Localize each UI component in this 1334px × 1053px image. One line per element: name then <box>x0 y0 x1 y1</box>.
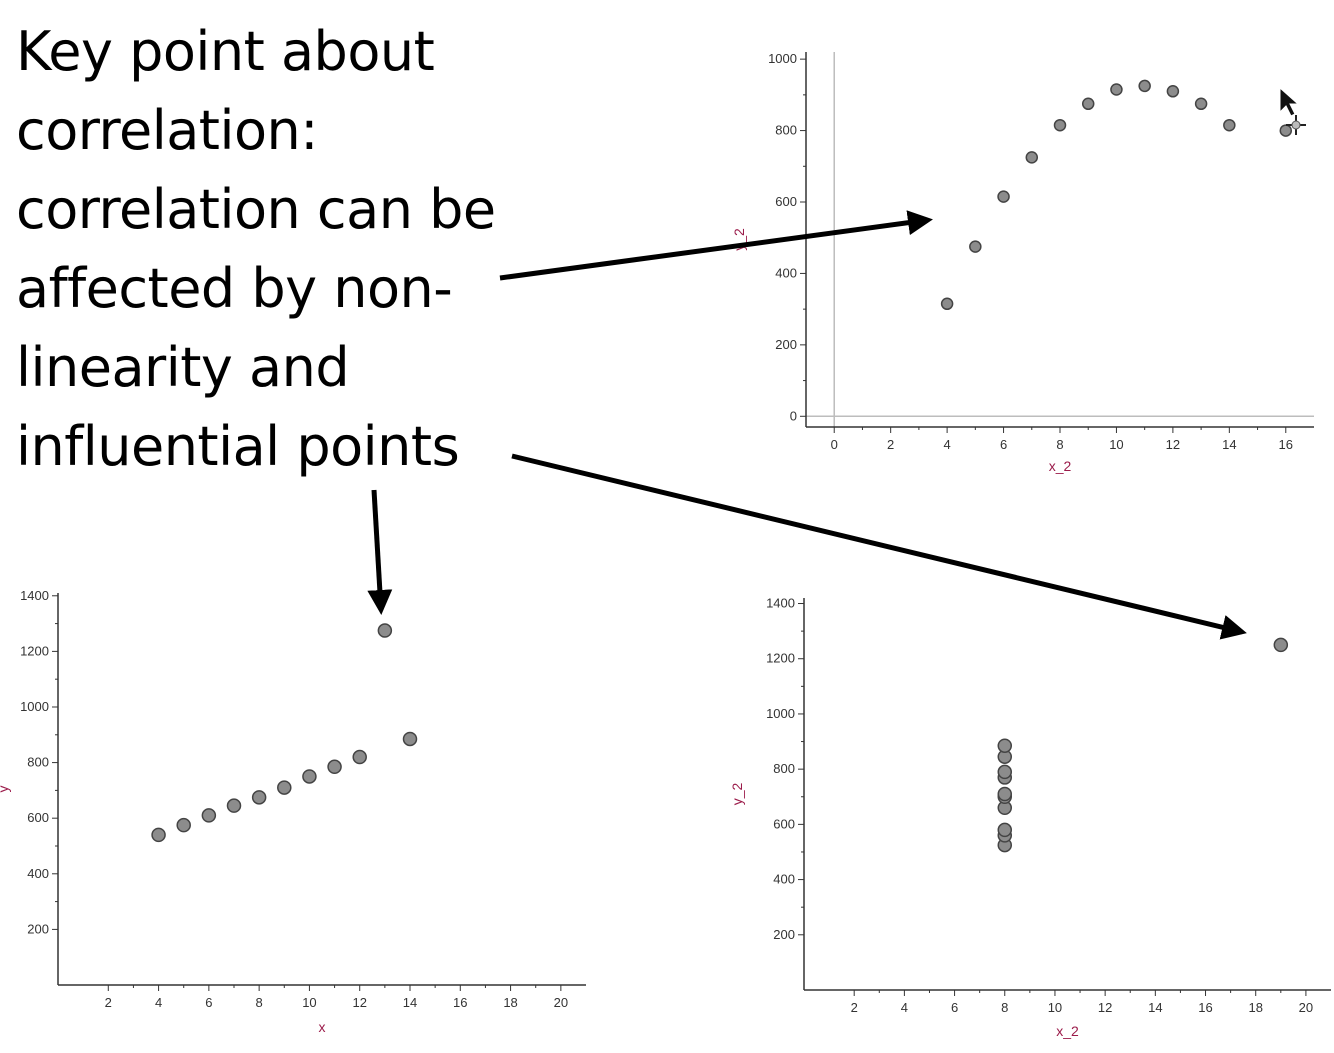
x-tick-label: 4 <box>155 995 162 1010</box>
data-point <box>1138 79 1151 93</box>
x-tick-label: 16 <box>453 995 467 1010</box>
x-tick-label: 14 <box>403 995 417 1010</box>
x-tick-label: 6 <box>205 995 212 1010</box>
arrow-to-influential-point <box>511 453 1247 640</box>
scatter-influential-point-chart: 2 4 6 8 10 12 14 16 18 20 200 400 600 800 1000 1200 1400… <box>729 596 1331 1039</box>
y-tick-label: 1400 <box>20 588 49 603</box>
y-tick-label: 1000 <box>768 51 797 66</box>
annotation-arrows <box>367 210 1247 640</box>
data-point <box>1273 637 1289 653</box>
x-tick-label: 12 <box>1166 437 1180 452</box>
y-tick-label: 1400 <box>766 596 795 611</box>
data-point <box>377 623 393 638</box>
data-point <box>402 731 418 747</box>
y-tick-label: 1000 <box>20 699 49 714</box>
y-axis-label: y_2 <box>729 783 745 806</box>
y-tick-label: 600 <box>773 816 795 831</box>
y-tick-label: 400 <box>773 872 795 887</box>
y-tick-label: 1000 <box>766 706 795 721</box>
headline-line: linearity and <box>16 336 350 399</box>
headline-line: Key point about <box>16 20 435 83</box>
x-tick-label: 16 <box>1279 437 1293 452</box>
data-point <box>226 798 242 813</box>
y-tick-label: 600 <box>27 810 49 825</box>
x-tick-label: 12 <box>352 995 366 1010</box>
x-tick-label: 12 <box>1098 1000 1112 1015</box>
y-tick-label: 800 <box>773 761 795 776</box>
x-tick-label: 4 <box>901 1000 908 1015</box>
data-point <box>969 240 982 253</box>
y-tick-label: 200 <box>27 921 49 936</box>
data-point <box>302 769 317 784</box>
x-tick-label: 8 <box>1056 437 1063 452</box>
headline-line: influential points <box>16 415 460 478</box>
x-tick-label: 10 <box>302 995 316 1010</box>
headline-line: affected by non- <box>16 257 453 320</box>
data-point <box>151 827 166 843</box>
x-tick-label: 4 <box>943 437 950 452</box>
data-point <box>997 764 1013 780</box>
data-point <box>201 808 217 823</box>
x-tick-label: 14 <box>1222 437 1236 452</box>
x-tick-label: 6 <box>1000 437 1007 452</box>
headline-line: correlation: <box>16 99 318 162</box>
data-point <box>940 297 954 311</box>
headline-line: correlation can be <box>16 178 496 241</box>
data-point <box>176 817 191 833</box>
mouse-pointer-icon <box>1279 86 1306 135</box>
data-point <box>1223 118 1236 132</box>
data-point <box>1194 97 1208 111</box>
x-tick-label: 8 <box>1001 1000 1008 1015</box>
arrow-to-outlier-point <box>367 489 393 615</box>
y-tick-label: 0 <box>790 408 797 423</box>
data-point <box>352 749 367 765</box>
x-tick-label: 14 <box>1148 1000 1162 1015</box>
x-tick-label: 10 <box>1109 437 1123 452</box>
data-point <box>1110 83 1123 96</box>
data-point <box>1081 97 1095 111</box>
x-tick-label: 0 <box>831 437 838 452</box>
x-tick-label: 2 <box>851 1000 858 1015</box>
y-tick-label: 200 <box>775 337 797 352</box>
data-point <box>327 759 342 775</box>
y-tick-label: 600 <box>775 194 797 209</box>
data-point <box>1166 85 1180 98</box>
y-tick-label: 800 <box>775 123 797 138</box>
x-tick-label: 20 <box>1299 1000 1313 1015</box>
x-tick-label: 8 <box>256 995 263 1010</box>
x-axis-label: x_2 <box>1056 1023 1079 1039</box>
y-tick-label: 400 <box>775 265 797 280</box>
y-tick-label: 800 <box>27 755 49 770</box>
y-axis-label: y <box>0 786 11 793</box>
scatter-outlier-chart: 2 4 6 8 10 12 14 16 18 20 200 400 600 800 1000 1200 1400… <box>0 588 586 1035</box>
data-point <box>997 738 1013 753</box>
y-tick-label: 200 <box>773 927 795 942</box>
move-cursor-icon <box>1286 115 1306 135</box>
data-point <box>1279 124 1293 137</box>
data-point <box>997 190 1010 203</box>
x-tick-label: 16 <box>1198 1000 1212 1015</box>
data-point <box>251 790 267 805</box>
data-point <box>997 822 1013 838</box>
x-tick-label: 18 <box>1248 1000 1262 1015</box>
x-tick-label: 2 <box>887 437 894 452</box>
x-tick-label: 10 <box>1048 1000 1062 1015</box>
x-tick-label: 2 <box>105 995 112 1010</box>
x-tick-label: 6 <box>951 1000 958 1015</box>
key-point-text: Key point about correlation: correlation… <box>16 12 576 486</box>
data-point <box>277 780 292 795</box>
y-tick-label: 1200 <box>766 651 795 666</box>
y-tick-label: 1200 <box>20 643 49 658</box>
arrow-to-nonlinear-chart <box>499 210 933 281</box>
data-point <box>997 786 1013 802</box>
data-point <box>1053 118 1067 132</box>
x-axis-label: x_2 <box>1049 458 1072 474</box>
x-tick-label: 20 <box>554 995 568 1010</box>
y-tick-label: 400 <box>27 866 49 881</box>
x-axis-label: x <box>319 1019 326 1035</box>
data-point <box>1025 151 1039 164</box>
x-tick-label: 18 <box>503 995 517 1010</box>
